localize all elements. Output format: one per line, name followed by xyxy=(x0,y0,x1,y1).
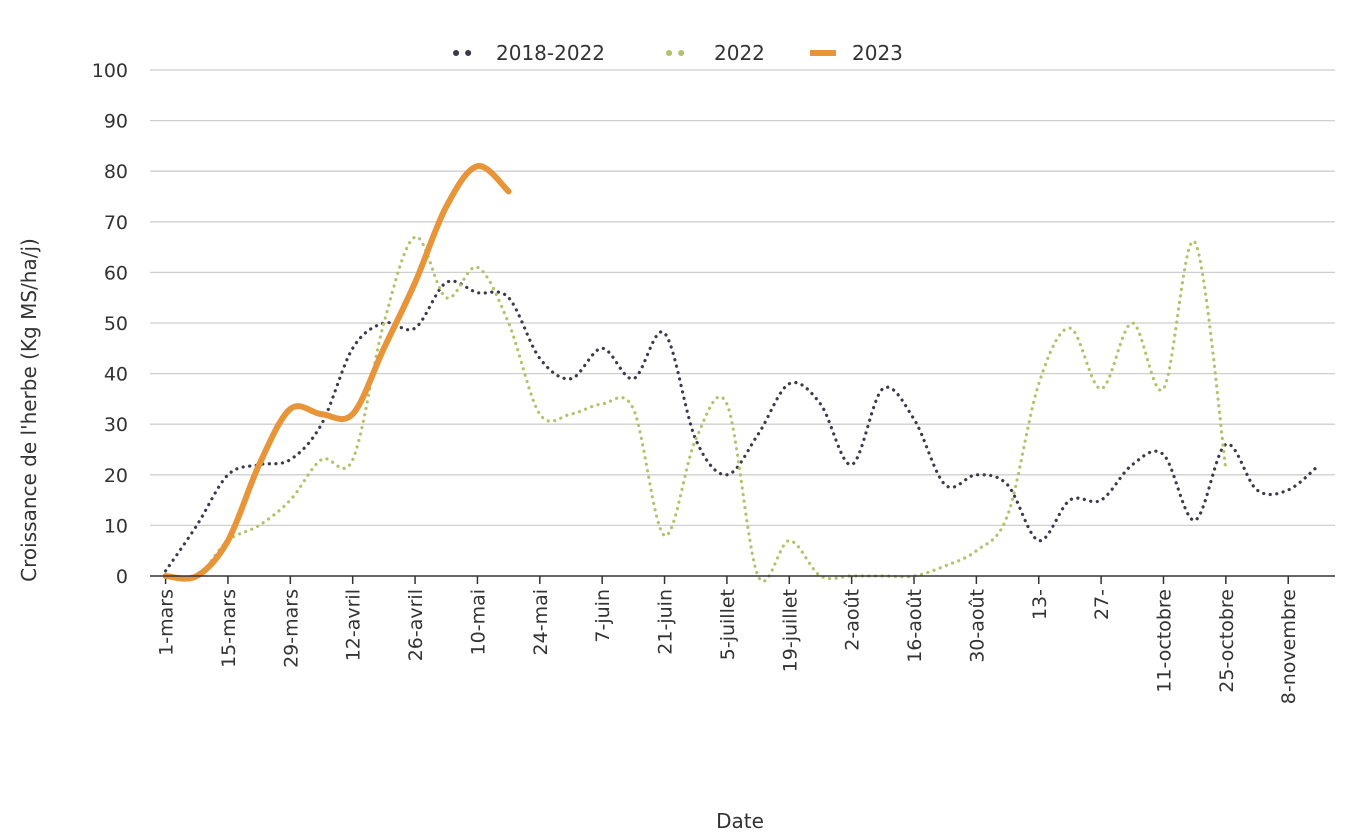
x-tick-label: 15-mars xyxy=(218,589,240,668)
series-line-2 xyxy=(162,163,512,582)
series-line-1 xyxy=(164,235,1228,583)
x-tick-label: 12-avril xyxy=(343,589,365,661)
y-tick-label: 90 xyxy=(104,111,128,133)
gridlines xyxy=(150,69,1335,527)
x-tick-label: 26-avril xyxy=(405,589,427,661)
y-tick-labels: 0 10 20 30 40 50 60 70 80 90 100 xyxy=(92,60,128,588)
y-tick-label: 20 xyxy=(104,465,128,487)
y-tick-label: 50 xyxy=(104,313,128,335)
legend-label-1: 2022 xyxy=(714,41,765,65)
y-tick-label: 70 xyxy=(104,212,128,234)
x-tick-label: 24-mai xyxy=(530,589,552,655)
legend: 2018-2022 2022 2023 xyxy=(453,41,903,65)
legend-label-2: 2023 xyxy=(852,41,903,65)
y-tick-label: 100 xyxy=(92,60,128,82)
x-tick-label: 10-mai xyxy=(467,589,489,655)
x-tick-label: 13- xyxy=(1029,589,1051,620)
x-axis-title: Date xyxy=(716,809,764,832)
y-tick-label: 80 xyxy=(104,161,128,183)
x-tick-label: 19-juillet xyxy=(779,589,801,672)
x-tick-label: 5-juillet xyxy=(717,589,739,660)
y-axis-title: Croissance de l'herbe (Kg MS/ha/j) xyxy=(17,238,41,582)
x-tick-label: 11-octobre xyxy=(1153,589,1175,693)
x-tick-labels: 1-mars 15-mars 29-mars 12-avril 26-avril 10-m… xyxy=(156,576,1300,704)
x-tick-label: 16-août xyxy=(904,589,926,663)
legend-label-0: 2018-2022 xyxy=(496,41,605,65)
x-tick-label: 2-août xyxy=(842,589,864,651)
x-tick-label: 30-août xyxy=(966,589,988,663)
y-tick-label: 0 xyxy=(116,566,128,588)
y-tick-label: 30 xyxy=(104,414,128,436)
x-tick-label: 1-mars xyxy=(156,589,178,656)
x-tick-label: 7-juin xyxy=(592,589,614,643)
x-tick-label: 27- xyxy=(1091,589,1113,620)
x-tick-label: 29-mars xyxy=(280,589,302,668)
y-tick-label: 40 xyxy=(104,364,128,386)
y-tick-label: 60 xyxy=(104,262,128,284)
x-tick-label: 8-novembre xyxy=(1278,589,1300,704)
series-line-0 xyxy=(164,279,1321,573)
y-tick-label: 10 xyxy=(104,515,128,537)
x-tick-label: 25-octobre xyxy=(1216,589,1238,693)
series-lines xyxy=(162,163,1321,583)
x-tick-label: 21-juin xyxy=(655,589,677,655)
